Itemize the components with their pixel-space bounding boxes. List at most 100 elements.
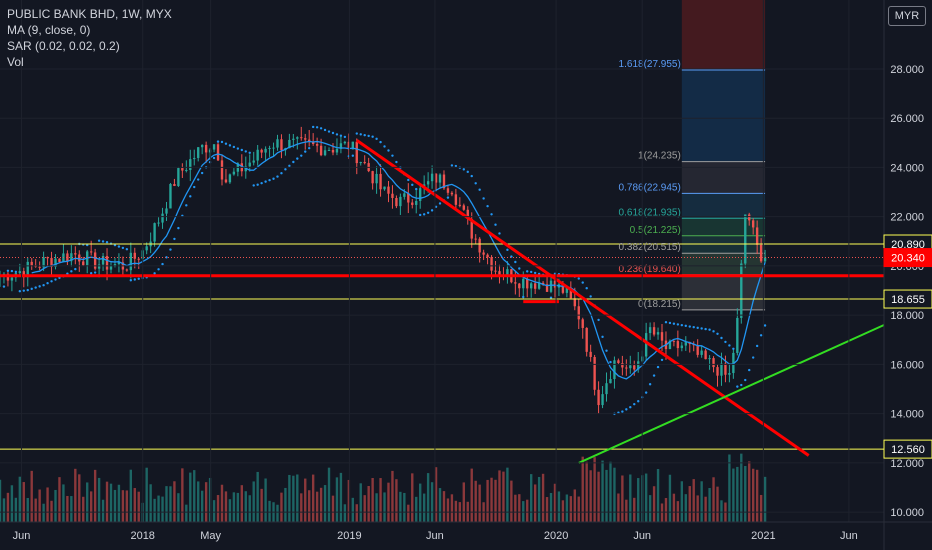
candle-body <box>125 269 129 271</box>
sar-dot <box>684 324 687 328</box>
volume-bar <box>93 469 97 522</box>
volume-bar <box>58 477 61 522</box>
candle-body <box>311 141 315 144</box>
time-tick-label: 2021 <box>751 530 775 542</box>
sar-dot <box>529 270 533 274</box>
sar-dot <box>268 178 271 182</box>
candle-body <box>498 271 501 276</box>
volume-bars <box>0 453 767 522</box>
ma-line <box>31 140 766 380</box>
volume-bar <box>755 469 759 522</box>
volume-bar <box>315 491 319 522</box>
sar-dot <box>236 147 240 150</box>
candle-body <box>470 219 473 239</box>
candle-body <box>478 238 481 253</box>
trend-lines <box>0 139 885 464</box>
sar-dot <box>105 240 109 244</box>
volume-bar <box>434 467 438 522</box>
sar-dot <box>422 213 426 216</box>
candle-body <box>93 252 97 269</box>
fib-level-label: 0.5(21.225) <box>630 225 681 236</box>
volume-bar <box>510 480 513 522</box>
candle-body <box>684 342 687 346</box>
volume-bar <box>716 486 719 522</box>
volume-bar <box>407 504 410 522</box>
volume-bar <box>656 469 660 522</box>
volume-bar <box>113 489 117 522</box>
candle-body <box>656 332 660 335</box>
legend-sar[interactable]: SAR (0.02, 0.02, 0.2) <box>7 39 120 53</box>
candle-body <box>486 254 489 258</box>
volume-bar <box>149 484 152 522</box>
legend-ma[interactable]: MA (9, close, 0) <box>7 23 91 37</box>
candle-body <box>327 149 331 151</box>
sar-dot <box>744 378 747 382</box>
sar-dot <box>704 327 707 331</box>
sar-dot <box>173 237 176 241</box>
sar-dot <box>434 205 438 208</box>
candle-body <box>252 160 255 163</box>
candle-body <box>260 149 263 153</box>
candle-body <box>518 283 521 289</box>
sar-dot <box>660 358 664 362</box>
candle-body <box>442 174 446 189</box>
sar-dot <box>462 168 466 171</box>
sar-dot <box>137 277 140 280</box>
sar-dot <box>605 349 608 352</box>
candle-body <box>335 148 339 153</box>
candle-body <box>462 205 465 210</box>
volume-bar <box>759 494 763 522</box>
sar-dot <box>411 183 414 187</box>
sar-dot <box>577 277 580 280</box>
candle-body <box>304 138 307 140</box>
sar-dot <box>50 280 53 283</box>
volume-bar <box>137 491 140 522</box>
volume-bar <box>704 496 707 522</box>
sar-dot <box>438 202 442 205</box>
volume-bar <box>89 491 93 522</box>
sar-dot <box>597 318 600 322</box>
sar-dot <box>315 126 319 129</box>
candle-body <box>157 222 160 224</box>
candle-body <box>454 194 458 205</box>
candle-body <box>54 258 57 267</box>
volume-bar <box>637 478 640 522</box>
sar-dot <box>379 140 382 144</box>
candle-body <box>553 280 557 288</box>
sar-dot <box>331 131 335 135</box>
candle-body <box>490 257 493 271</box>
currency-badge[interactable]: MYR <box>888 6 926 26</box>
sar-dot <box>418 213 422 217</box>
candle-body <box>716 367 719 376</box>
legend-vol[interactable]: Vol <box>7 55 24 69</box>
legend-symbol[interactable]: PUBLIC BANK BHD, 1W, MYX <box>7 7 172 21</box>
candle-body <box>50 257 53 267</box>
volume-bar <box>193 470 196 522</box>
candle-body <box>680 345 684 349</box>
candle-body <box>522 278 525 289</box>
volume-bar <box>292 475 295 522</box>
candle-body <box>66 253 69 262</box>
candle-body <box>220 160 224 180</box>
price-tick-label: 14.000 <box>890 409 924 421</box>
volume-bar <box>736 466 739 522</box>
candle-body <box>189 159 192 171</box>
volume-bar <box>597 471 600 522</box>
fib-level-label: 0.382(20.515) <box>619 242 681 253</box>
candle-body <box>177 168 180 187</box>
candle-body <box>526 278 529 289</box>
sar-dot <box>676 323 680 326</box>
price-tick-label: 22.000 <box>890 212 924 224</box>
sar-dot <box>38 285 41 288</box>
price-tag-box <box>883 289 932 309</box>
trend-line-green <box>578 324 885 464</box>
volume-bar <box>426 473 430 522</box>
candle-body <box>197 147 200 158</box>
sar-dot <box>751 356 755 359</box>
sar-dot <box>26 288 29 292</box>
candle-body <box>248 162 251 167</box>
sar-dot <box>121 246 125 250</box>
price-tag-label: 12.560 <box>891 444 925 456</box>
